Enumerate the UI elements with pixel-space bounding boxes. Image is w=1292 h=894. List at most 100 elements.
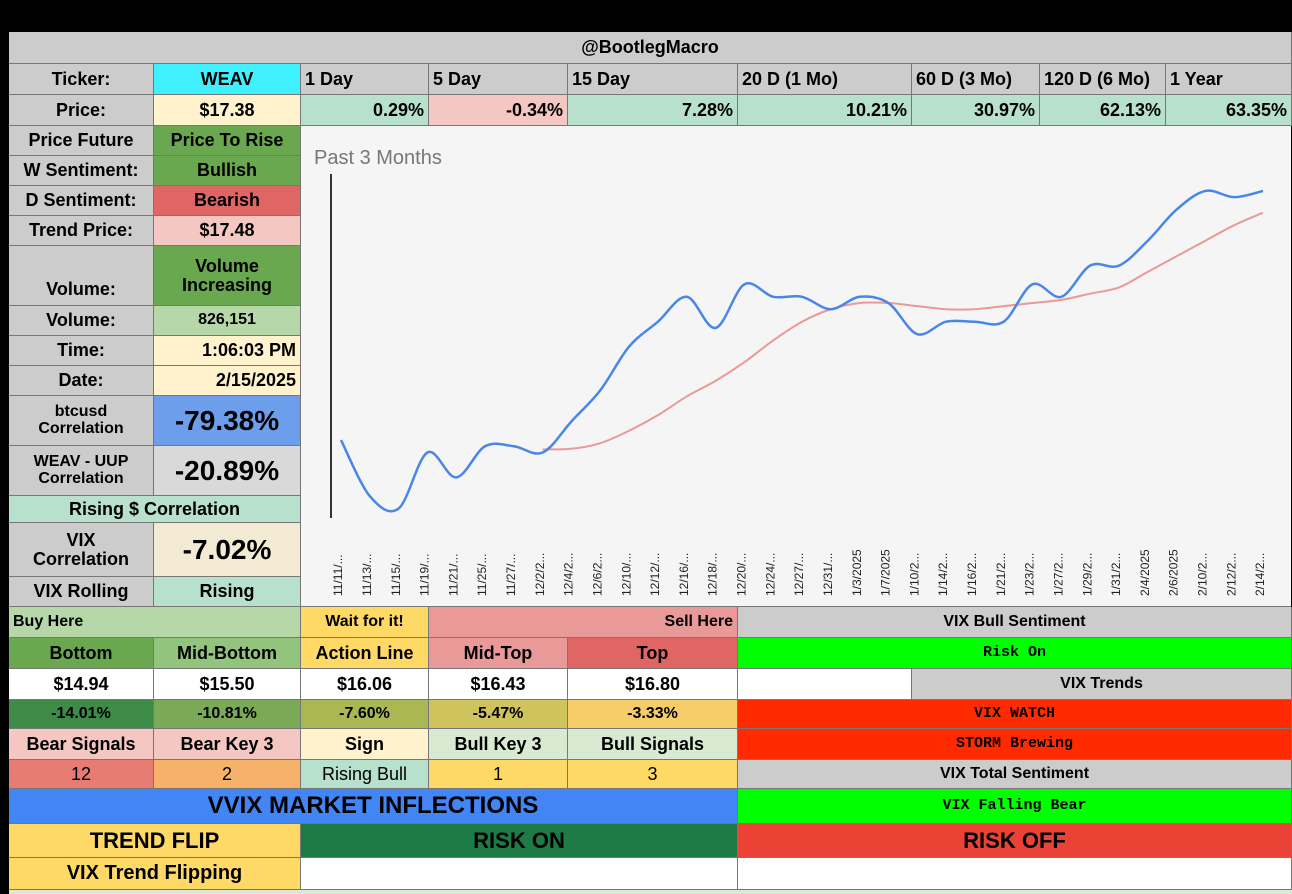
vix-falling-bear: VIX Falling Bear xyxy=(738,789,1292,824)
uup-corr-label: WEAV - UUP Correlation xyxy=(9,446,154,496)
trend-price-value: $17.48 xyxy=(154,216,301,246)
left-border xyxy=(0,32,9,894)
vix-trend-flipping: VIX Trend Flipping xyxy=(9,858,301,890)
bull-signals-value: 3 xyxy=(568,760,738,789)
price-mid-top: $16.43 xyxy=(429,669,568,700)
vix-rolling-label: VIX Rolling xyxy=(9,577,154,607)
change-20day: 10.21% xyxy=(738,95,912,126)
d-sentiment-label: D Sentiment: xyxy=(9,186,154,216)
uup-corr-value: -20.89% xyxy=(154,446,301,496)
trend-price-label: Trend Price: xyxy=(9,216,154,246)
chart-title: Past 3 Months xyxy=(314,147,442,169)
bear-signals-header: Bear Signals xyxy=(9,729,154,760)
pct-action-line: -7.60% xyxy=(301,700,429,729)
chart-svg: Past 3 Months 11/11/... 11/13/... 11/15/..… xyxy=(314,147,1267,596)
x-tick-label: 1/7/2025 xyxy=(879,549,893,596)
x-tick-label: 2/6/2025 xyxy=(1167,549,1181,596)
d-sentiment-value: Bearish xyxy=(154,186,301,216)
trend-flip: TREND FLIP xyxy=(9,824,301,858)
change-120day: 62.13% xyxy=(1040,95,1166,126)
vix-trends-label: VIX Trends xyxy=(912,669,1292,700)
wait-label: Wait for it! xyxy=(301,607,429,638)
ticker-label: Ticker: xyxy=(9,64,154,95)
date-label: Date: xyxy=(9,366,154,396)
volume-count-label: Volume: xyxy=(9,306,154,336)
change-60day: 30.97% xyxy=(912,95,1040,126)
pct-bottom: -14.01% xyxy=(9,700,154,729)
x-tick-label: 11/13/... xyxy=(360,554,374,596)
change-1year: 63.35% xyxy=(1166,95,1292,126)
bear-key3-header: Bear Key 3 xyxy=(154,729,301,760)
x-tick-label: 12/6/2... xyxy=(590,553,604,596)
x-tick-label: 1/29/2... xyxy=(1080,553,1094,596)
x-tick-label: 12/2/2... xyxy=(533,553,547,596)
sign-header: Sign xyxy=(301,729,429,760)
ticker-value[interactable]: WEAV xyxy=(154,64,301,95)
pct-mid-top: -5.47% xyxy=(429,700,568,729)
vix-bull-sentiment-label: VIX Bull Sentiment xyxy=(738,607,1292,638)
date-value: 2/15/2025 xyxy=(154,366,301,396)
pct-mid-bottom: -10.81% xyxy=(154,700,301,729)
bear-signals-value: 12 xyxy=(9,760,154,789)
period-1day: 1 Day xyxy=(301,64,429,95)
handle-header: @BootlegMacro xyxy=(9,32,1292,64)
vix-empty-cell xyxy=(738,669,912,700)
x-tick-label: 1/3/2025 xyxy=(850,549,864,596)
header-mid-bottom: Mid-Bottom xyxy=(154,638,301,669)
bull-key3-header: Bull Key 3 xyxy=(429,729,568,760)
period-60day: 60 D (3 Mo) xyxy=(912,64,1040,95)
price-chart: Past 3 Months 11/11/... 11/13/... 11/15/..… xyxy=(301,126,1291,607)
price-future-value: Price To Rise xyxy=(154,126,301,156)
x-tick-label: 11/21/... xyxy=(446,554,460,596)
x-axis-labels: 11/11/... 11/13/... 11/15/... 11/19/... 11/2… xyxy=(331,549,1267,596)
volume-count-value: 826,151 xyxy=(154,306,301,336)
header-top: Top xyxy=(568,638,738,669)
risk-off-banner: RISK OFF xyxy=(738,824,1292,858)
empty-cell-bottom-right xyxy=(738,858,1292,890)
series-layer xyxy=(339,189,1264,513)
series-line xyxy=(542,211,1264,451)
price-action-line: $16.06 xyxy=(301,669,429,700)
price-bottom: $14.94 xyxy=(9,669,154,700)
x-tick-label: 12/27/... xyxy=(792,553,806,596)
period-1year: 1 Year xyxy=(1166,64,1292,95)
x-tick-label: 11/25/... xyxy=(475,554,489,596)
header-bottom: Bottom xyxy=(9,638,154,669)
w-sentiment-label: W Sentiment: xyxy=(9,156,154,186)
x-tick-label: 1/23/2... xyxy=(1023,553,1037,596)
w-sentiment-value: Bullish xyxy=(154,156,301,186)
volume-label: Volume: xyxy=(9,246,154,306)
x-tick-label: 12/4/2... xyxy=(562,553,576,596)
price-future-label: Price Future xyxy=(9,126,154,156)
x-tick-label: 1/27/2... xyxy=(1051,553,1065,596)
vix-total-sentiment-label: VIX Total Sentiment xyxy=(738,760,1292,789)
x-tick-label: 12/16/... xyxy=(677,553,691,596)
period-20day: 20 D (1 Mo) xyxy=(738,64,912,95)
sell-here-label: Sell Here xyxy=(429,607,738,638)
price-top: $16.80 xyxy=(568,669,738,700)
x-tick-label: 2/12/2... xyxy=(1224,553,1238,596)
footer-strip xyxy=(9,890,1292,894)
uup-corr-label-line2: Correlation xyxy=(38,469,124,487)
x-tick-label: 11/27/... xyxy=(504,554,518,596)
rising-dollar-correlation: Rising $ Correlation xyxy=(9,496,301,523)
btc-corr-label-line1: btcusd xyxy=(54,402,108,420)
series-line xyxy=(339,189,1264,513)
x-tick-label: 1/14/2... xyxy=(936,553,950,596)
volume-status-line2: Increasing xyxy=(181,274,273,295)
x-tick-label: 1/21/2... xyxy=(994,553,1008,596)
vix-corr-value: -7.02% xyxy=(154,523,301,577)
price-mid-bottom: $15.50 xyxy=(154,669,301,700)
x-tick-label: 2/14/2... xyxy=(1253,553,1267,596)
top-toolbar xyxy=(0,0,1292,32)
change-5day: -0.34% xyxy=(429,95,568,126)
x-tick-label: 1/10/2... xyxy=(907,553,921,596)
vix-corr-label-line1: VIX xyxy=(66,529,96,550)
x-tick-label: 12/12/... xyxy=(648,553,662,596)
vix-storm-brewing: STORM Brewing xyxy=(738,729,1292,760)
empty-cell-bottom-mid xyxy=(301,858,738,890)
x-tick-label: 12/18/... xyxy=(706,553,720,596)
vix-watch: VIX WATCH xyxy=(738,700,1292,729)
x-tick-label: 12/10/... xyxy=(619,553,633,596)
x-tick-label: 12/20/... xyxy=(735,553,749,596)
